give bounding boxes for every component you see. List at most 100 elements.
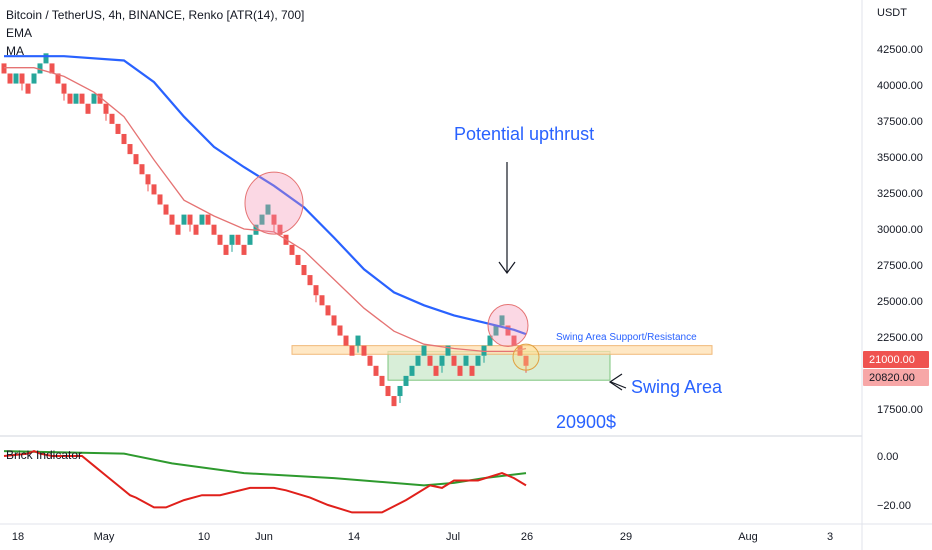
renko-brick[interactable]	[247, 234, 253, 245]
renko-brick[interactable]	[313, 285, 319, 296]
renko-brick[interactable]	[409, 365, 415, 376]
price-target-label[interactable]: 20900$	[556, 412, 616, 432]
renko-brick[interactable]	[301, 265, 307, 276]
renko-brick[interactable]	[391, 396, 397, 407]
renko-brick[interactable]	[289, 244, 295, 255]
renko-brick[interactable]	[517, 345, 523, 356]
current-price-badge[interactable]	[863, 351, 929, 368]
renko-brick[interactable]	[415, 355, 421, 366]
renko-brick[interactable]	[445, 345, 451, 356]
renko-brick[interactable]	[73, 93, 79, 104]
renko-brick[interactable]	[343, 335, 349, 346]
renko-brick[interactable]	[55, 73, 61, 84]
ma-legend-label[interactable]: MA	[6, 44, 24, 58]
renko-brick[interactable]	[499, 315, 505, 326]
swing-area-zone[interactable]	[387, 350, 611, 381]
renko-brick[interactable]	[19, 73, 25, 84]
swing-sr-label[interactable]: Swing Area Support/Resistance	[556, 332, 697, 343]
sr-band-zone[interactable]	[291, 345, 713, 355]
renko-brick[interactable]	[385, 385, 391, 397]
renko-brick[interactable]	[115, 123, 121, 134]
renko-brick[interactable]	[349, 345, 355, 356]
renko-brick[interactable]	[187, 214, 193, 225]
renko-brick[interactable]	[139, 164, 145, 175]
swing-area-label[interactable]: Swing Area	[631, 377, 723, 397]
renko-brick[interactable]	[475, 355, 481, 366]
renko-brick[interactable]	[337, 325, 343, 336]
renko-brick[interactable]	[505, 325, 511, 336]
renko-brick[interactable]	[85, 103, 91, 114]
ma-line[interactable]	[4, 67, 527, 353]
renko-brick[interactable]	[373, 365, 379, 376]
indicator-red-line[interactable]	[3, 450, 527, 514]
renko-brick[interactable]	[223, 244, 229, 255]
renko-brick[interactable]	[25, 83, 31, 94]
renko-brick[interactable]	[91, 93, 97, 104]
renko-brick[interactable]	[211, 224, 217, 235]
renko-brick[interactable]	[463, 355, 469, 366]
renko-brick[interactable]	[427, 355, 433, 366]
renko-brick[interactable]	[469, 365, 475, 376]
ema-legend-label[interactable]: EMA	[6, 26, 33, 40]
renko-brick[interactable]	[439, 355, 445, 366]
renko-brick[interactable]	[127, 144, 133, 155]
ema-line[interactable]	[4, 55, 527, 336]
renko-brick[interactable]	[121, 133, 127, 145]
renko-brick[interactable]	[31, 73, 37, 84]
renko-brick[interactable]	[523, 355, 529, 366]
renko-brick[interactable]	[175, 224, 181, 235]
renko-brick[interactable]	[397, 385, 403, 397]
renko-brick[interactable]	[361, 345, 367, 356]
renko-brick[interactable]	[277, 224, 283, 235]
renko-brick[interactable]	[193, 224, 199, 235]
highlight-circle-upthrust[interactable]	[487, 303, 529, 347]
renko-brick[interactable]	[271, 214, 277, 225]
highlight-circle-june[interactable]	[244, 171, 304, 235]
renko-brick[interactable]	[307, 275, 313, 286]
renko-brick[interactable]	[487, 335, 493, 346]
renko-brick[interactable]	[241, 244, 247, 255]
renko-brick[interactable]	[199, 214, 205, 225]
renko-brick[interactable]	[49, 63, 55, 74]
renko-brick[interactable]	[403, 375, 409, 386]
highlight-circle-current[interactable]	[512, 343, 540, 371]
renko-brick[interactable]	[451, 355, 457, 366]
renko-brick[interactable]	[205, 214, 211, 225]
renko-brick[interactable]	[433, 365, 439, 376]
renko-brick[interactable]	[7, 73, 13, 84]
renko-brick[interactable]	[43, 53, 49, 64]
renko-brick[interactable]	[97, 93, 103, 104]
renko-brick[interactable]	[109, 113, 115, 124]
renko-brick[interactable]	[229, 234, 235, 245]
renko-brick[interactable]	[367, 355, 373, 366]
current-price-badge[interactable]	[863, 369, 929, 386]
renko-brick[interactable]	[319, 295, 325, 306]
renko-brick[interactable]	[169, 214, 175, 225]
renko-brick[interactable]	[331, 315, 337, 326]
renko-brick[interactable]	[379, 375, 385, 386]
renko-brick[interactable]	[151, 184, 157, 195]
renko-brick[interactable]	[511, 335, 517, 346]
renko-brick[interactable]	[325, 305, 331, 316]
renko-brick[interactable]	[67, 93, 73, 104]
renko-brick[interactable]	[421, 345, 427, 356]
renko-brick[interactable]	[103, 103, 109, 114]
potential-upthrust-label[interactable]: Potential upthrust	[454, 124, 594, 144]
renko-brick[interactable]	[355, 335, 361, 346]
renko-brick[interactable]	[181, 214, 187, 225]
renko-brick[interactable]	[163, 204, 169, 215]
renko-brick[interactable]	[1, 63, 7, 74]
renko-brick[interactable]	[265, 204, 271, 215]
renko-brick[interactable]	[13, 73, 19, 84]
renko-brick[interactable]	[217, 234, 223, 245]
renko-brick[interactable]	[481, 345, 487, 356]
renko-brick[interactable]	[61, 83, 67, 94]
renko-brick[interactable]	[295, 254, 301, 265]
renko-brick[interactable]	[493, 325, 499, 336]
renko-brick[interactable]	[133, 154, 139, 165]
renko-brick[interactable]	[457, 365, 463, 376]
renko-brick[interactable]	[157, 194, 163, 205]
renko-brick[interactable]	[235, 234, 241, 245]
renko-brick[interactable]	[37, 63, 43, 74]
